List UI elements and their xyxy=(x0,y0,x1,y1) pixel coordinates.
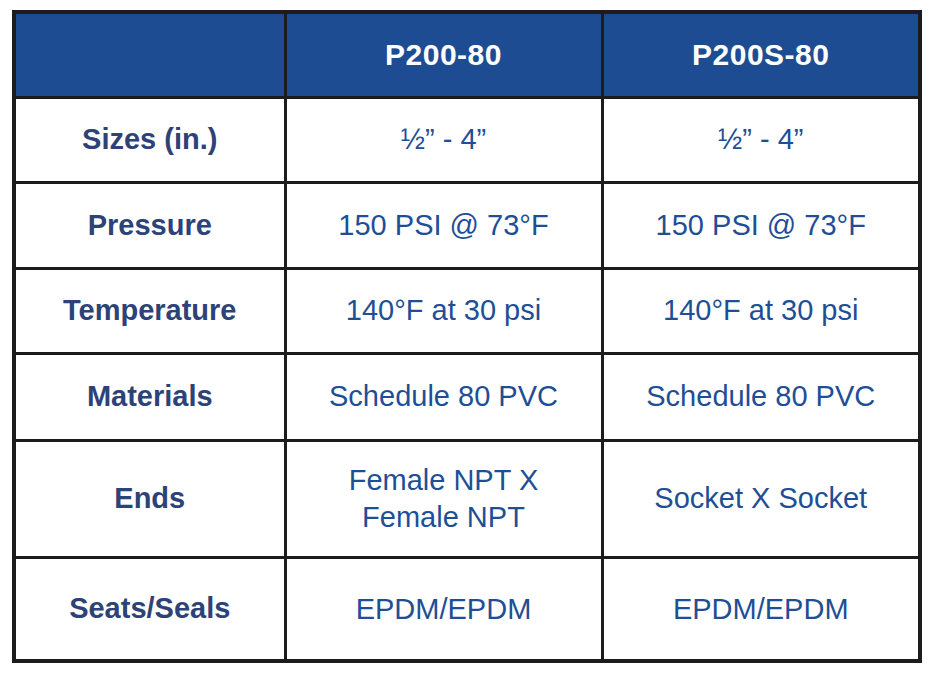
spec-value-sizes-p200s: ½” - 4” xyxy=(602,97,920,182)
spec-value-seats-seals-p200: EPDM/EPDM xyxy=(285,557,602,661)
spec-value-temperature-p200s: 140°F at 30 psi xyxy=(602,268,920,353)
spec-value-materials-p200: Schedule 80 PVC xyxy=(285,353,602,440)
column-header-p200s-80: P200S-80 xyxy=(602,12,920,97)
table-row-ends: Ends Female NPT X Female NPT Socket X So… xyxy=(14,440,920,557)
row-label-pressure: Pressure xyxy=(14,182,285,268)
row-label-ends: Ends xyxy=(14,440,285,557)
product-spec-comparison-table: P200-80 P200S-80 Sizes (in.) ½” - 4” ½” … xyxy=(12,10,922,663)
spec-value-temperature-p200: 140°F at 30 psi xyxy=(285,268,602,353)
spec-value-pressure-p200: 150 PSI @ 73°F xyxy=(285,182,602,268)
table-row-temperature: Temperature 140°F at 30 psi 140°F at 30 … xyxy=(14,268,920,353)
spec-value-ends-p200s: Socket X Socket xyxy=(602,440,920,557)
spec-value-materials-p200s: Schedule 80 PVC xyxy=(602,353,920,440)
spec-value-pressure-p200s: 150 PSI @ 73°F xyxy=(602,182,920,268)
table-row-seats-seals: Seats/Seals EPDM/EPDM EPDM/EPDM xyxy=(14,557,920,661)
column-header-p200-80: P200-80 xyxy=(285,12,602,97)
table-row-pressure: Pressure 150 PSI @ 73°F 150 PSI @ 73°F xyxy=(14,182,920,268)
spec-value-sizes-p200: ½” - 4” xyxy=(285,97,602,182)
row-label-materials: Materials xyxy=(14,353,285,440)
table-row-sizes: Sizes (in.) ½” - 4” ½” - 4” xyxy=(14,97,920,182)
row-label-temperature: Temperature xyxy=(14,268,285,353)
row-label-seats-seals: Seats/Seals xyxy=(14,557,285,661)
spec-value-seats-seals-p200s: EPDM/EPDM xyxy=(602,557,920,661)
column-header-blank xyxy=(14,12,285,97)
table-header-row: P200-80 P200S-80 xyxy=(14,12,920,97)
table-row-materials: Materials Schedule 80 PVC Schedule 80 PV… xyxy=(14,353,920,440)
spec-value-ends-p200: Female NPT X Female NPT xyxy=(285,440,602,557)
row-label-sizes: Sizes (in.) xyxy=(14,97,285,182)
